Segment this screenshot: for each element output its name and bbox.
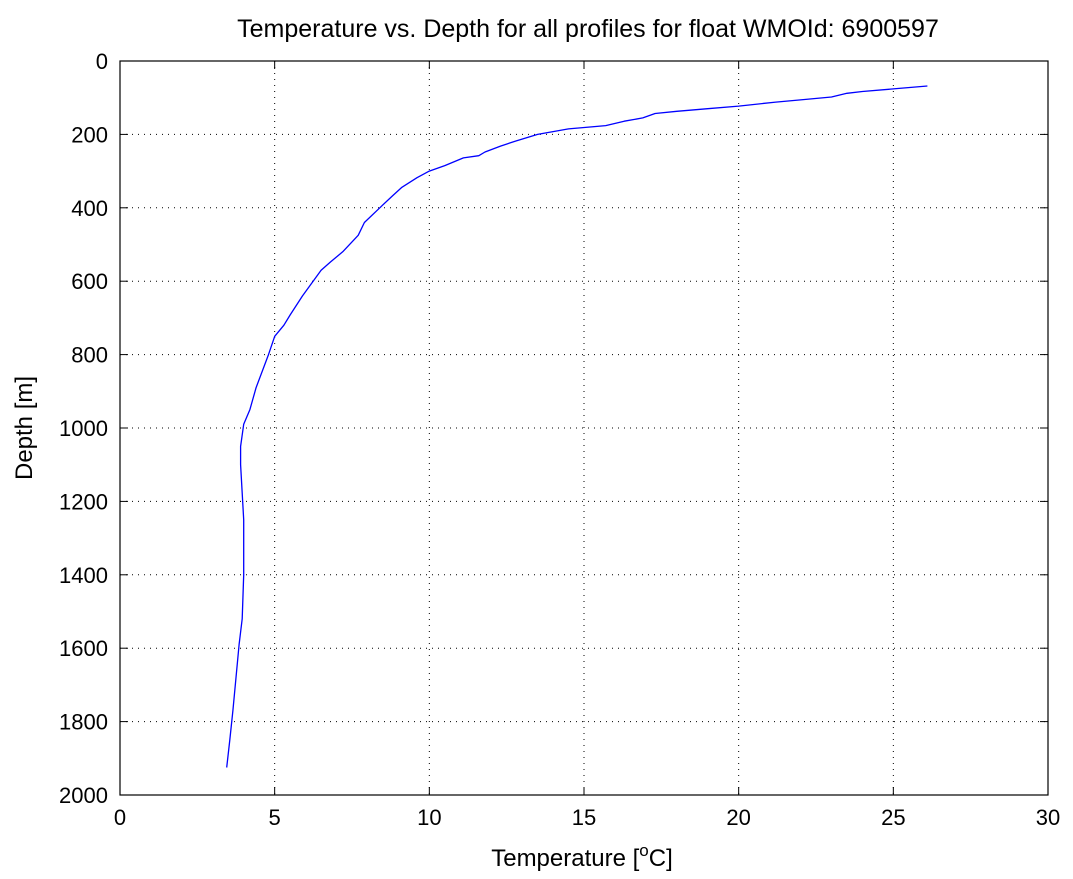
chart-title: Temperature vs. Depth for all profiles f… — [237, 15, 939, 43]
y-tick-label: 1800 — [59, 710, 108, 735]
y-tick-label: 1600 — [59, 636, 108, 661]
y-tick-label: 1400 — [59, 563, 108, 588]
x-axis-label-suffix: C] — [649, 845, 673, 872]
x-axis-label-superscript: o — [639, 841, 648, 860]
y-tick-label: 200 — [71, 122, 108, 147]
x-axis-label: Temperature [oC] — [491, 841, 673, 872]
y-tick-label: 400 — [71, 196, 108, 221]
x-tick-labels: 0 5 10 15 20 25 30 — [114, 805, 1060, 830]
profile-line — [226, 85, 928, 768]
y-tick-label: 800 — [71, 343, 108, 368]
grid-lines — [120, 61, 1048, 795]
tick-marks — [119, 60, 1049, 796]
y-tick-label: 600 — [71, 269, 108, 294]
x-tick-label: 25 — [881, 805, 905, 830]
y-tick-labels: 0 200 400 600 800 1000 1200 1400 1600 1800 2000 — [59, 49, 108, 808]
y-axis-label: Depth [m] — [11, 376, 38, 480]
y-tick-label: 0 — [96, 49, 108, 74]
x-axis-label-prefix: Temperature [ — [491, 845, 639, 872]
x-tick-label: 5 — [269, 805, 281, 830]
x-tick-label: 20 — [726, 805, 750, 830]
x-tick-label: 0 — [114, 805, 126, 830]
x-tick-label: 15 — [572, 805, 596, 830]
y-tick-label: 1000 — [59, 416, 108, 441]
y-tick-label: 2000 — [59, 783, 108, 808]
y-tick-label: 1200 — [59, 489, 108, 514]
series-layer — [226, 85, 928, 768]
x-tick-label: 30 — [1036, 805, 1060, 830]
x-tick-label: 10 — [417, 805, 441, 830]
